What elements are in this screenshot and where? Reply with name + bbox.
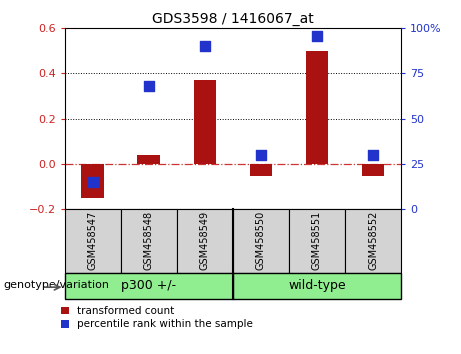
Text: wild-type: wild-type (288, 279, 346, 292)
Bar (137, 155, 160, 164)
Bar (250, 164, 272, 176)
Text: GSM458548: GSM458548 (144, 211, 154, 270)
Bar (82, 164, 104, 198)
Bar (362, 164, 384, 176)
Bar (121, 209, 177, 273)
Text: GSM458549: GSM458549 (200, 211, 210, 270)
Text: GSM458550: GSM458550 (256, 211, 266, 270)
Bar (233, 209, 289, 273)
Title: GDS3598 / 1416067_at: GDS3598 / 1416067_at (152, 12, 313, 26)
Point (369, 152, 377, 158)
Point (145, 83, 152, 89)
Bar (233, 273, 401, 299)
Text: p300 +/-: p300 +/- (121, 279, 176, 292)
Point (201, 44, 208, 49)
Bar (194, 80, 216, 164)
Point (313, 33, 321, 38)
Bar (65, 209, 121, 273)
Legend: transformed count, percentile rank within the sample: transformed count, percentile rank withi… (60, 306, 253, 329)
Text: GSM458551: GSM458551 (312, 211, 322, 270)
Text: GSM458552: GSM458552 (368, 211, 378, 270)
Bar (345, 209, 401, 273)
Text: genotype/variation: genotype/variation (3, 280, 109, 290)
Point (89, 179, 96, 185)
Bar (306, 51, 328, 164)
Bar (177, 209, 233, 273)
Bar (289, 209, 345, 273)
Bar (65, 273, 233, 299)
Text: GSM458547: GSM458547 (88, 211, 98, 270)
Point (257, 152, 265, 158)
